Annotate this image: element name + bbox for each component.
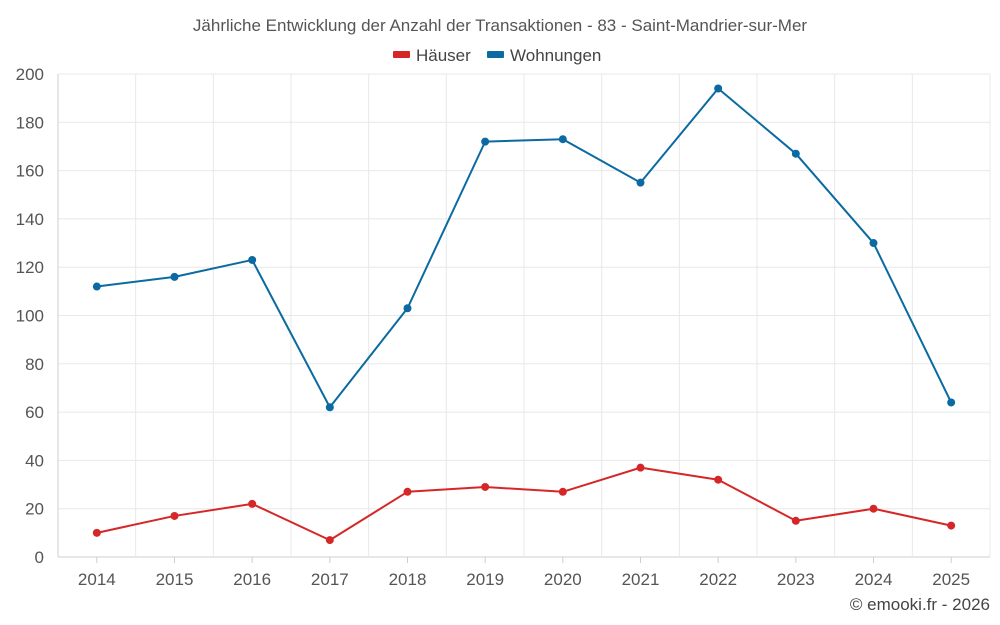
x-tick-label: 2025 <box>932 570 970 589</box>
x-axis: 2014 2015 2016 2017 2018 2019 2020 2021 2022 2023… <box>78 557 970 589</box>
x-tick-label: 2022 <box>699 570 737 589</box>
y-tick-label: 40 <box>25 451 44 470</box>
data-point-wohnungen[interactable] <box>558 135 567 144</box>
x-tick-label: 2023 <box>777 570 815 589</box>
data-point-wohnungen[interactable] <box>791 149 800 158</box>
series-line-wohnungen <box>96 87 953 409</box>
data-point-wohnungen[interactable] <box>403 304 412 313</box>
data-point-wohnungen[interactable] <box>92 282 101 291</box>
x-tick-label: 2018 <box>389 570 427 589</box>
data-point-wohnungen[interactable] <box>481 137 490 146</box>
x-tick-label: 2014 <box>78 570 116 589</box>
y-tick-label: 100 <box>16 307 44 326</box>
y-tick-label: 160 <box>16 162 44 181</box>
data-point-wohnungen[interactable] <box>869 239 878 248</box>
legend-label-wohnungen: Wohnungen <box>510 46 601 65</box>
y-axis: 0 20 40 60 80 100 120 140 160 180 200 <box>16 65 44 567</box>
x-tick-label: 2017 <box>311 570 349 589</box>
data-point-wohnungen[interactable] <box>248 255 257 264</box>
data-point-haeuser[interactable] <box>636 463 645 472</box>
grid <box>57 73 991 558</box>
series-layer <box>92 84 956 545</box>
data-point-haeuser[interactable] <box>403 487 412 496</box>
y-tick-label: 20 <box>25 500 44 519</box>
y-tick-label: 180 <box>16 113 44 132</box>
data-point-haeuser[interactable] <box>248 499 257 508</box>
data-point-haeuser[interactable] <box>714 475 723 484</box>
data-point-haeuser[interactable] <box>481 482 490 491</box>
y-tick-label: 120 <box>16 258 44 277</box>
data-point-haeuser[interactable] <box>92 528 101 537</box>
series-line-haeuser <box>96 466 952 542</box>
x-tick-label: 2016 <box>233 570 271 589</box>
credit-text: © emooki.fr - 2026 <box>850 595 990 614</box>
x-tick-label: 2015 <box>156 570 194 589</box>
y-tick-label: 200 <box>16 65 44 84</box>
legend-item-wohnungen[interactable]: Wohnungen <box>487 46 601 65</box>
x-tick-label: 2019 <box>466 570 504 589</box>
data-point-haeuser[interactable] <box>170 511 179 520</box>
legend-label-haeuser: Häuser <box>416 46 471 65</box>
data-point-wohnungen[interactable] <box>325 403 334 412</box>
chart-title: Jährliche Entwicklung der Anzahl der Tra… <box>193 16 807 35</box>
y-tick-label: 0 <box>35 548 44 567</box>
series-wohnungen <box>92 84 956 412</box>
y-tick-label: 60 <box>25 403 44 422</box>
data-point-haeuser[interactable] <box>558 487 567 496</box>
legend-item-haeuser[interactable]: Häuser <box>393 46 471 65</box>
data-point-haeuser[interactable] <box>791 516 800 525</box>
data-point-haeuser[interactable] <box>325 536 334 545</box>
data-point-wohnungen[interactable] <box>636 178 645 187</box>
legend-swatch-haeuser <box>393 51 410 58</box>
series-haeuser <box>92 463 956 545</box>
data-point-wohnungen[interactable] <box>714 84 723 93</box>
data-point-wohnungen[interactable] <box>947 398 956 407</box>
x-tick-label: 2020 <box>544 570 582 589</box>
data-point-haeuser[interactable] <box>869 504 878 513</box>
y-tick-label: 140 <box>16 210 44 229</box>
legend-swatch-wohnungen <box>487 51 504 58</box>
legend: Häuser Wohnungen <box>393 46 601 65</box>
y-tick-label: 80 <box>25 355 44 374</box>
data-point-haeuser[interactable] <box>947 521 956 530</box>
x-tick-label: 2021 <box>622 570 660 589</box>
data-point-wohnungen[interactable] <box>170 272 179 281</box>
x-tick-label: 2024 <box>855 570 893 589</box>
